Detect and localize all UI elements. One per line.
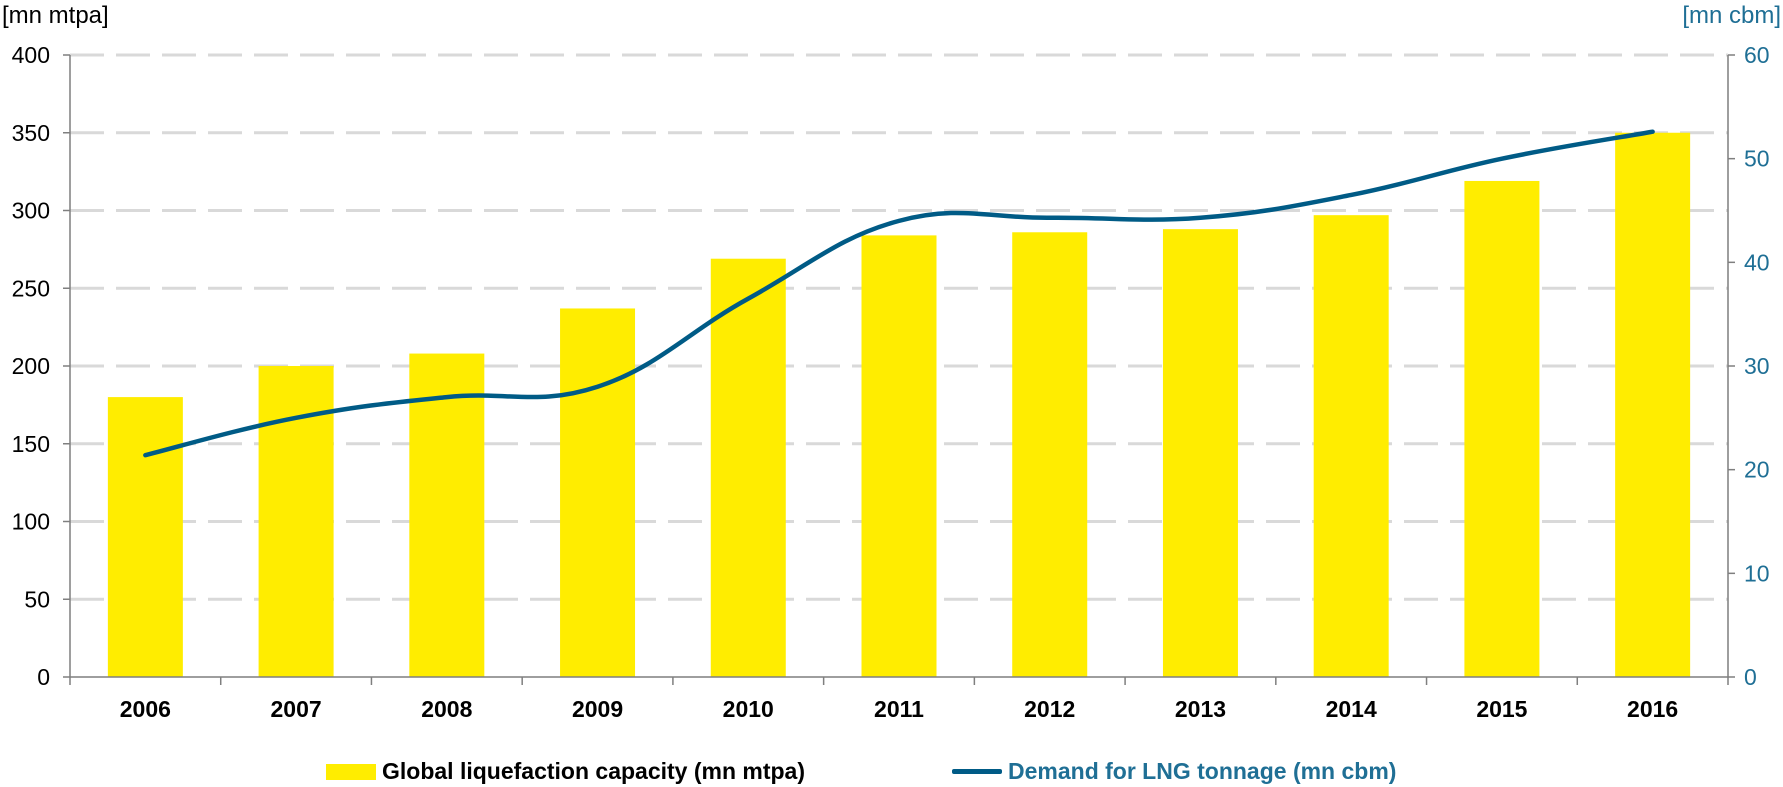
bar-2006 (107, 397, 183, 677)
right-tick-label: 60 (1744, 42, 1770, 68)
bar-2008 (409, 353, 485, 677)
legend-item-capacity: Global liquefaction capacity (mn mtpa) (326, 758, 805, 785)
x-tick-label: 2008 (421, 696, 472, 722)
legend: Global liquefaction capacity (mn mtpa) D… (0, 758, 1783, 786)
legend-item-demand: Demand for LNG tonnage (mn cbm) (952, 758, 1396, 785)
bar-2013 (1162, 229, 1238, 677)
left-tick-label: 400 (12, 42, 50, 68)
right-tick-label: 40 (1744, 249, 1770, 275)
right-axis-unit-label: [mn cbm] (1682, 2, 1781, 29)
x-tick-label: 2014 (1326, 696, 1377, 722)
left-tick-label: 50 (24, 586, 50, 612)
left-tick-label: 300 (12, 198, 50, 224)
left-tick-label: 150 (12, 431, 50, 457)
left-tick-label: 200 (12, 353, 50, 379)
legend-label-capacity: Global liquefaction capacity (mn mtpa) (382, 758, 806, 784)
legend-label-demand: Demand for LNG tonnage (mn cbm) (1008, 758, 1397, 784)
bar-2009 (560, 308, 636, 677)
bar-2012 (1012, 232, 1088, 677)
x-tick-label: 2011 (874, 696, 924, 722)
left-axis-unit-label: [mn mtpa] (2, 2, 109, 29)
right-tick-label: 30 (1744, 353, 1770, 379)
right-tick-label: 0 (1744, 664, 1757, 690)
line-demand-lng-tonnage (143, 129, 1655, 458)
right-tick-label: 50 (1744, 146, 1770, 172)
bar-2016 (1615, 132, 1691, 677)
left-tick-label: 250 (12, 275, 50, 301)
right-tick-label: 10 (1744, 560, 1770, 586)
x-tick-label: 2015 (1476, 696, 1527, 722)
x-tick-label: 2010 (723, 696, 774, 722)
x-tick-label: 2012 (1024, 696, 1075, 722)
x-tick-label: 2013 (1175, 696, 1226, 722)
x-tick-label: 2016 (1627, 696, 1678, 722)
bar-2011 (861, 235, 937, 677)
legend-swatch-bar (326, 763, 376, 780)
x-tick-label: 2006 (120, 696, 171, 722)
left-tick-label: 350 (12, 120, 50, 146)
x-tick-label: 2007 (271, 696, 322, 722)
legend-swatch-line (952, 769, 1002, 774)
right-tick-label: 20 (1744, 457, 1770, 483)
bar-2010 (710, 258, 786, 677)
chart-canvas: 0 50 100 150 200 250 300 350 400 0 10 20 30 40 50 60 200… (12, 42, 1770, 722)
left-tick-label: 0 (37, 664, 50, 690)
bar-2014 (1313, 215, 1389, 678)
left-tick-label: 100 (12, 509, 50, 535)
x-tick-label: 2009 (572, 696, 623, 722)
bar-2015 (1464, 180, 1540, 677)
